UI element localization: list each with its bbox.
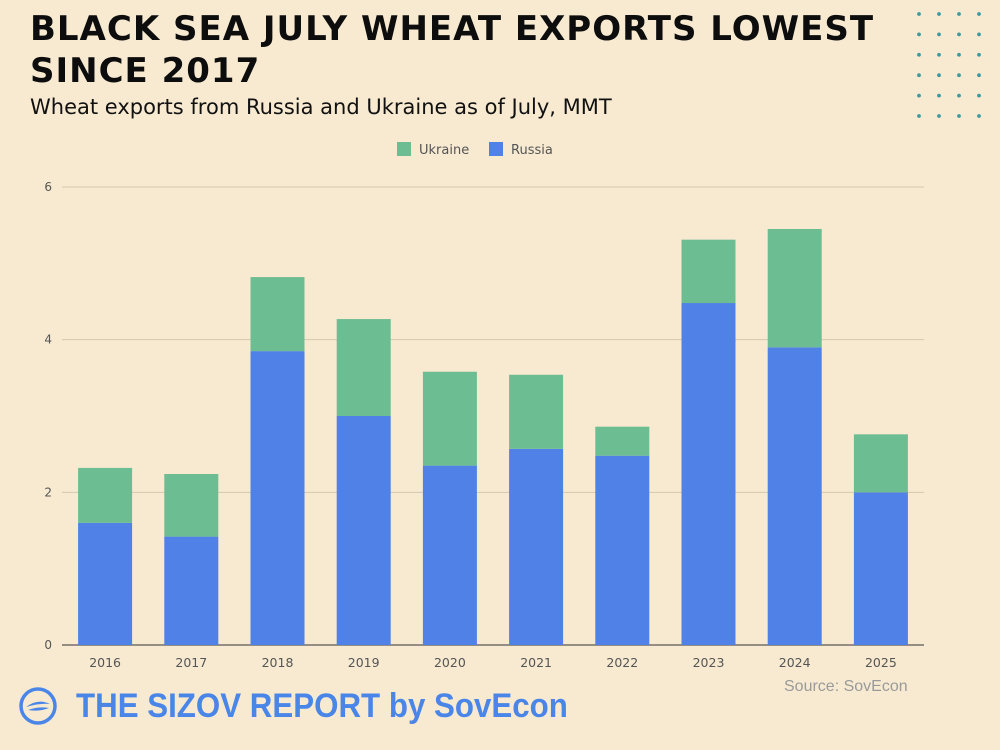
bar-russia-2020 [422, 465, 477, 645]
dot [977, 12, 981, 16]
bar-ukraine-2020 [422, 371, 477, 466]
bar-ukraine-2019 [336, 319, 391, 416]
dot [917, 93, 921, 98]
x-tick-label: 2018 [262, 655, 294, 670]
dot [957, 114, 961, 118]
brand-footer: THE SIZOV REPORT by SovEcon [18, 686, 611, 726]
x-tick-label: 2022 [606, 655, 638, 670]
legend-swatch-ukraine [397, 142, 411, 156]
y-tick-label: 2 [44, 485, 52, 499]
dot [917, 52, 921, 57]
bar-ukraine-2022 [595, 426, 650, 456]
bar-russia-2016 [78, 522, 133, 645]
dot [937, 73, 941, 78]
x-tick-label: 2016 [89, 655, 121, 670]
bar-russia-2025 [853, 492, 908, 645]
bar-ukraine-2017 [164, 474, 219, 537]
x-tick-label: 2024 [779, 655, 811, 670]
x-tick-label: 2020 [434, 655, 466, 670]
dot [917, 73, 921, 78]
dot [977, 93, 981, 98]
legend-label-ukraine: Ukraine [419, 143, 469, 158]
dot [957, 32, 961, 37]
bar-russia-2021 [509, 448, 564, 645]
bar-ukraine-2024 [767, 228, 822, 348]
bar-ukraine-2023 [681, 239, 736, 304]
dot [917, 12, 921, 16]
dot [977, 114, 981, 118]
bar-ukraine-2025 [853, 434, 908, 493]
dot [937, 52, 941, 57]
legend-label-russia: Russia [511, 143, 553, 158]
legend-swatch-russia [489, 142, 503, 156]
dot [957, 12, 961, 16]
dot [917, 32, 921, 37]
y-tick-label: 4 [44, 333, 52, 347]
bar-russia-2024 [767, 347, 822, 645]
dot [957, 52, 961, 57]
bar-ukraine-2018 [250, 277, 305, 352]
y-tick-label: 0 [44, 638, 52, 652]
dot [937, 32, 941, 37]
bar-russia-2018 [250, 351, 305, 645]
dot [957, 93, 961, 98]
bar-russia-2017 [164, 536, 219, 645]
source-note: Source: SovEcon [784, 678, 908, 695]
chart-subtitle: Wheat exports from Russia and Ukraine as… [30, 95, 612, 119]
dot [957, 73, 961, 78]
decorative-dot-grid [917, 12, 981, 118]
x-tick-label: 2017 [175, 655, 207, 670]
bar-chart: 0 2 4 6 2016 2017 2018 2019 2020 2021 2022 2023 2024… [44, 142, 924, 670]
bar-ukraine-2021 [509, 374, 564, 449]
bar-russia-2023 [681, 303, 736, 645]
dot [977, 52, 981, 57]
dot [937, 93, 941, 98]
x-tick-label: 2021 [520, 655, 552, 670]
x-tick-label: 2025 [865, 655, 897, 670]
dot [977, 32, 981, 37]
dot [937, 114, 941, 118]
x-tick-label: 2023 [693, 655, 725, 670]
dot [977, 73, 981, 78]
bar-ukraine-2016 [78, 467, 133, 523]
legend: Ukraine Russia [397, 142, 553, 158]
dot [937, 12, 941, 16]
bar-russia-2019 [336, 416, 391, 645]
x-tick-label: 2019 [348, 655, 380, 670]
sizov-logo-icon [19, 687, 57, 725]
bar-russia-2022 [595, 455, 650, 645]
brand-name: THE SIZOV REPORT by SovEcon [76, 686, 568, 725]
chart-title: BLACK SEA JULY WHEAT EXPORTS LOWEST SINC… [30, 9, 875, 91]
dot [917, 114, 921, 118]
y-tick-label: 6 [44, 180, 52, 194]
